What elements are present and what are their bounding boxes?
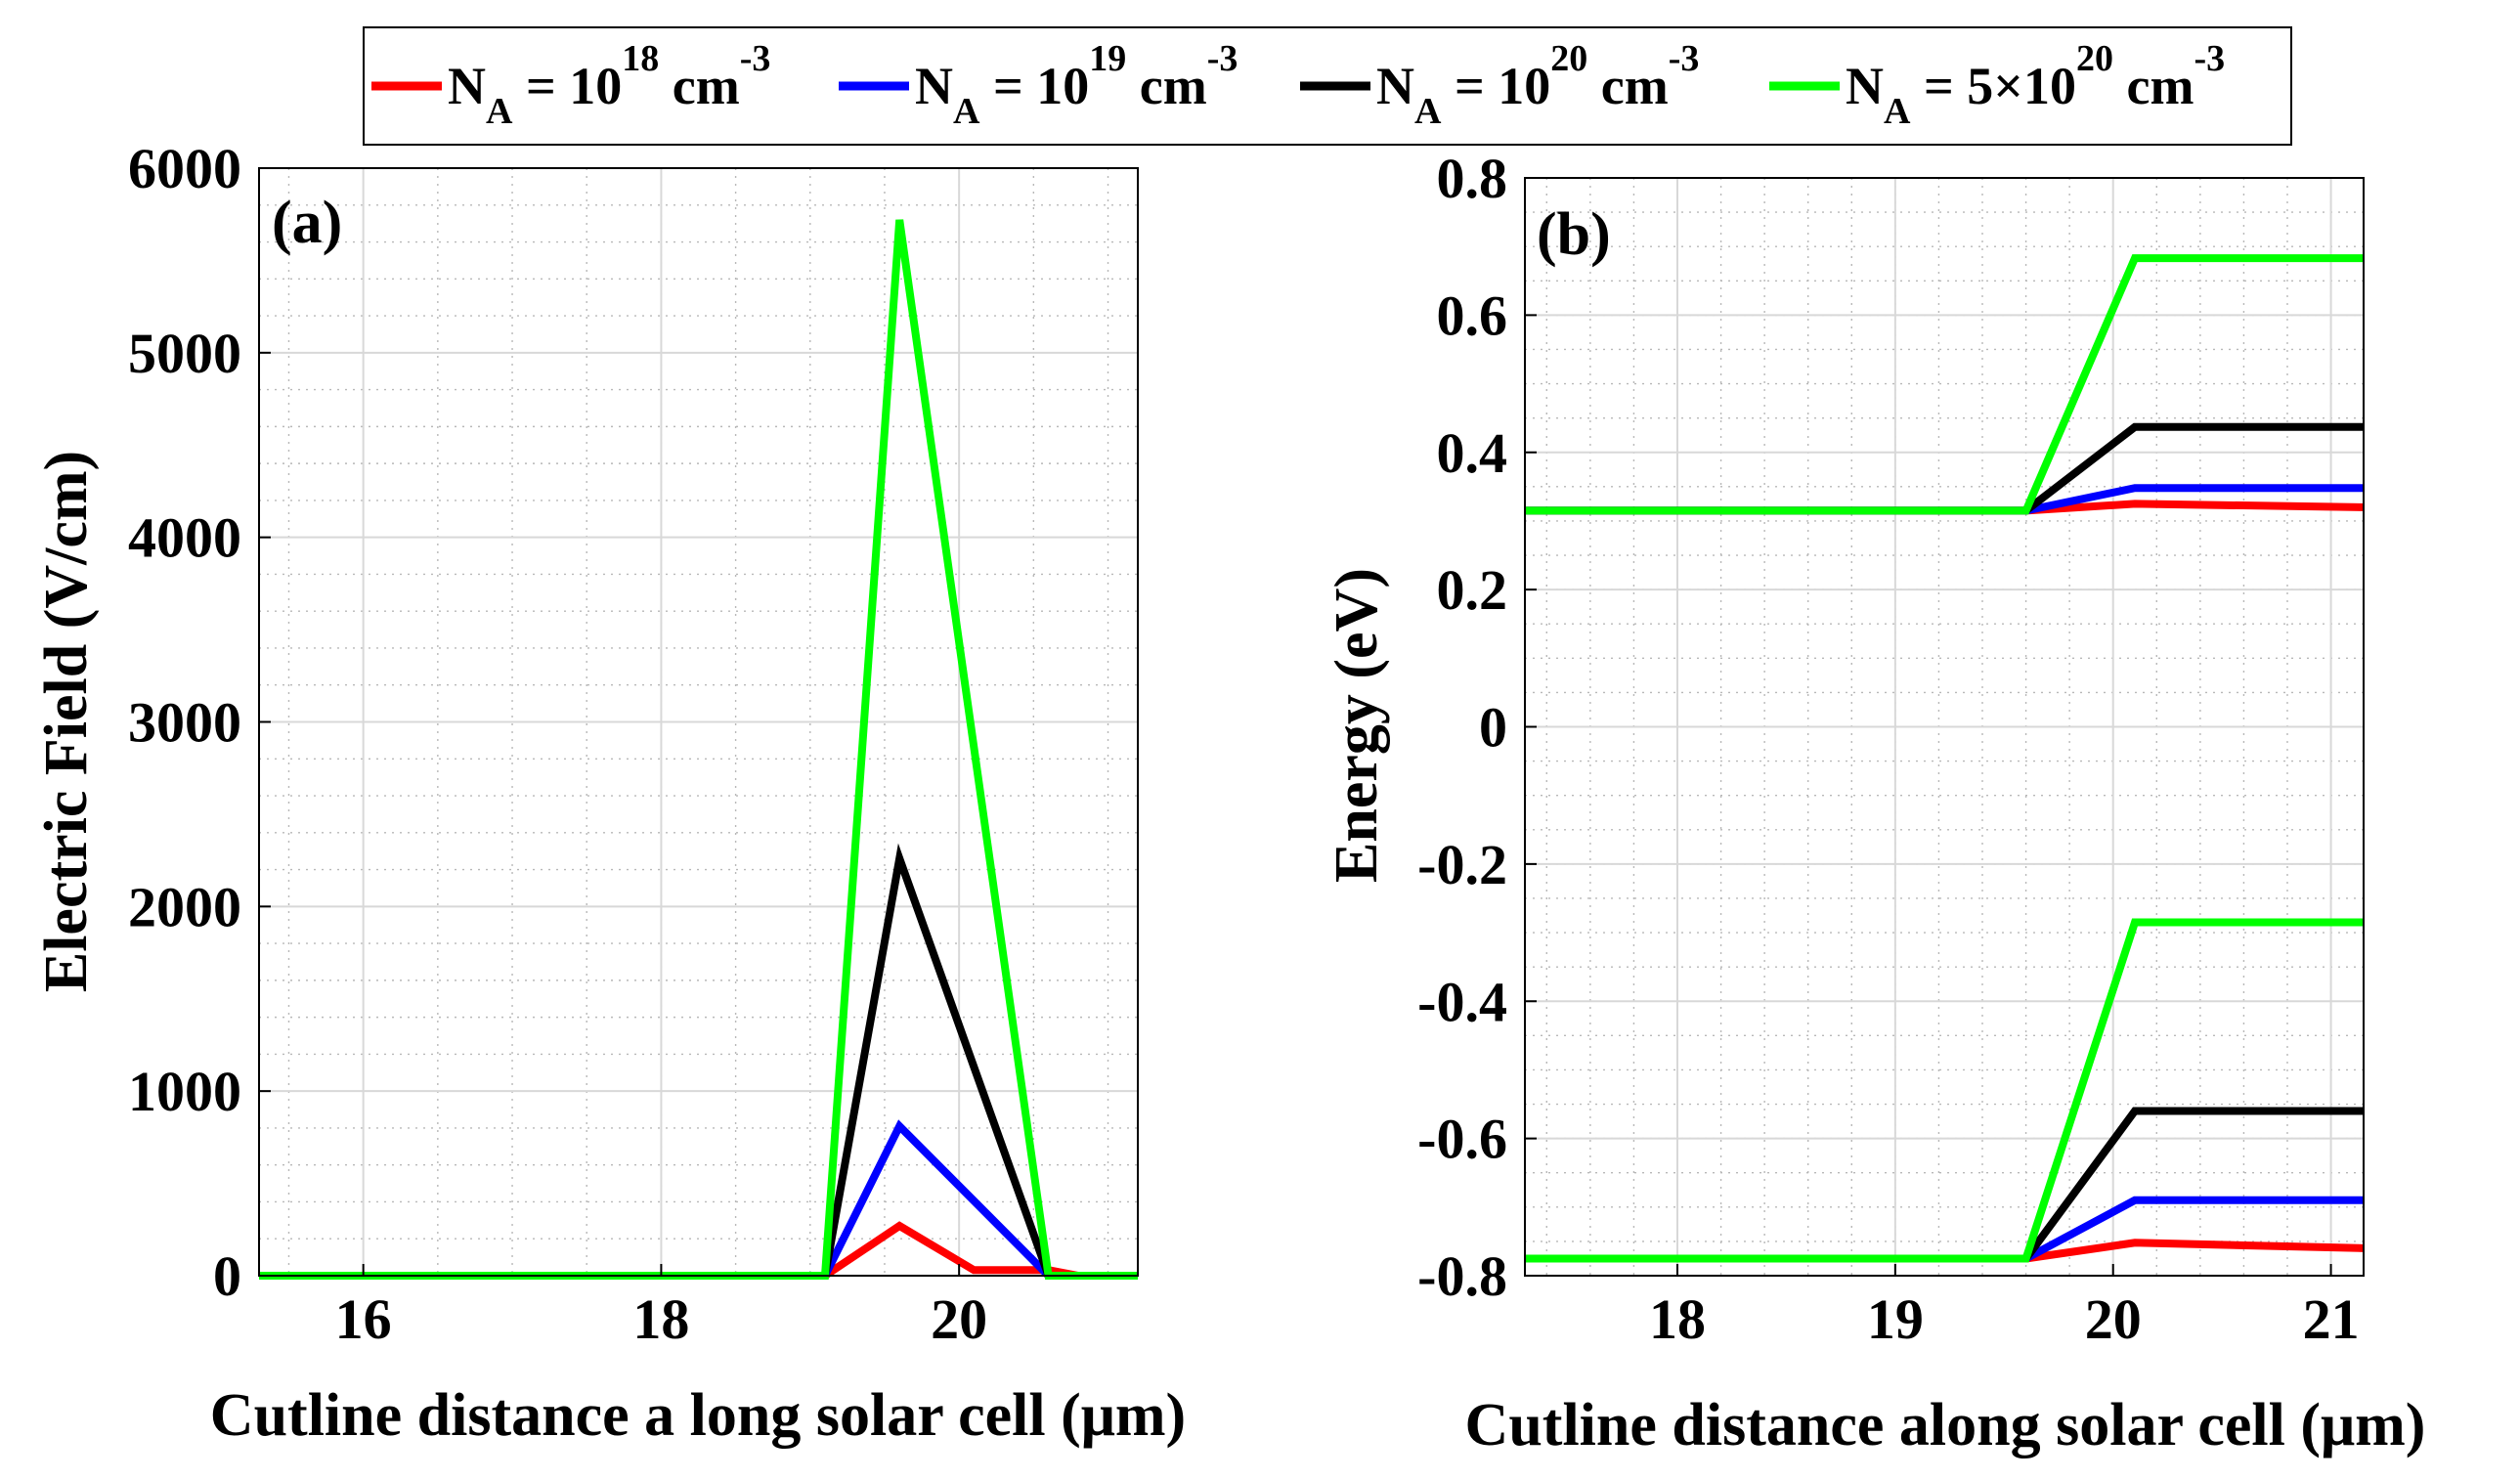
x-tick-label: 20 (2085, 1287, 2142, 1351)
x-tick-label: 19 (1867, 1287, 1924, 1351)
legend-label: NA = 1019 cm-3 (915, 38, 1238, 132)
y-tick-label: -0.8 (1417, 1244, 1507, 1308)
legend-label: NA = 1020 cm-3 (1376, 38, 1699, 132)
y-axis-title-b: Energy (eV) (1324, 568, 1390, 883)
x-tick-label: 16 (335, 1287, 392, 1351)
legend-entry: NA = 5×1020 cm-3 (1769, 38, 2225, 132)
y-tick-label: 0.4 (1437, 421, 1508, 485)
y-tick-label: -0.6 (1417, 1108, 1507, 1171)
series-line (1525, 1107, 2364, 1263)
y-tick-label: 1000 (128, 1060, 241, 1123)
x-tick-label: 21 (2303, 1287, 2360, 1351)
y-tick-label: 3000 (128, 691, 241, 755)
x-axis-title-a: Cutline distance a long solar cell (μm) (210, 1382, 1186, 1449)
y-tick-label: 6000 (128, 137, 241, 200)
y-tick-label: 0 (1479, 696, 1507, 760)
y-tick-label: -0.2 (1417, 833, 1507, 896)
y-tick-label: 0.2 (1437, 558, 1508, 622)
y-tick-label: 0.8 (1437, 147, 1508, 210)
panel-label-b: (b) (1537, 201, 1611, 268)
y-tick-label: -0.4 (1417, 970, 1507, 1033)
y-tick-label: 2000 (128, 875, 241, 938)
x-axis-title-b: Cutline distance along solar cell (μm) (1465, 1392, 2426, 1458)
legend-entry: NA = 1020 cm-3 (1300, 38, 1699, 132)
series-line (1525, 254, 2364, 515)
series-line (259, 219, 1138, 1280)
panel-label-a: (a) (272, 190, 342, 256)
panel-b: 18 19 20 21 -0.8 -0.6 -0.4 -0.2 0 0.2 0.4 0.6 0.8 (b… (1324, 147, 2425, 1458)
series-line (259, 843, 1138, 1280)
y-tick-label: 4000 (128, 506, 241, 570)
panel-a: 16 18 20 0 1000 2000 3000 4000 5000 6000 (a) Elec… (33, 137, 1186, 1449)
x-tick-label: 18 (632, 1287, 689, 1351)
x-tick-label: 20 (931, 1287, 987, 1351)
series-line (1525, 1196, 2364, 1263)
legend-label: NA = 1018 cm-3 (448, 38, 770, 132)
series-line (1525, 918, 2364, 1263)
y-tick-label: 5000 (128, 322, 241, 385)
y-tick-label: 0.6 (1437, 283, 1508, 347)
series-line (1525, 422, 2364, 515)
y-axis-title-a: Electric Field (V/cm) (33, 451, 100, 992)
y-tick-label: 0 (213, 1244, 241, 1308)
legend-entry: NA = 1018 cm-3 (371, 38, 770, 132)
legend-label: NA = 5×1020 cm-3 (1846, 38, 2225, 132)
legend: NA = 1018 cm-3 NA = 1019 cm-3 NA = 1020 cm… (363, 26, 2292, 146)
x-tick-label: 18 (1649, 1287, 1706, 1351)
legend-entry: NA = 1019 cm-3 (839, 38, 1238, 132)
